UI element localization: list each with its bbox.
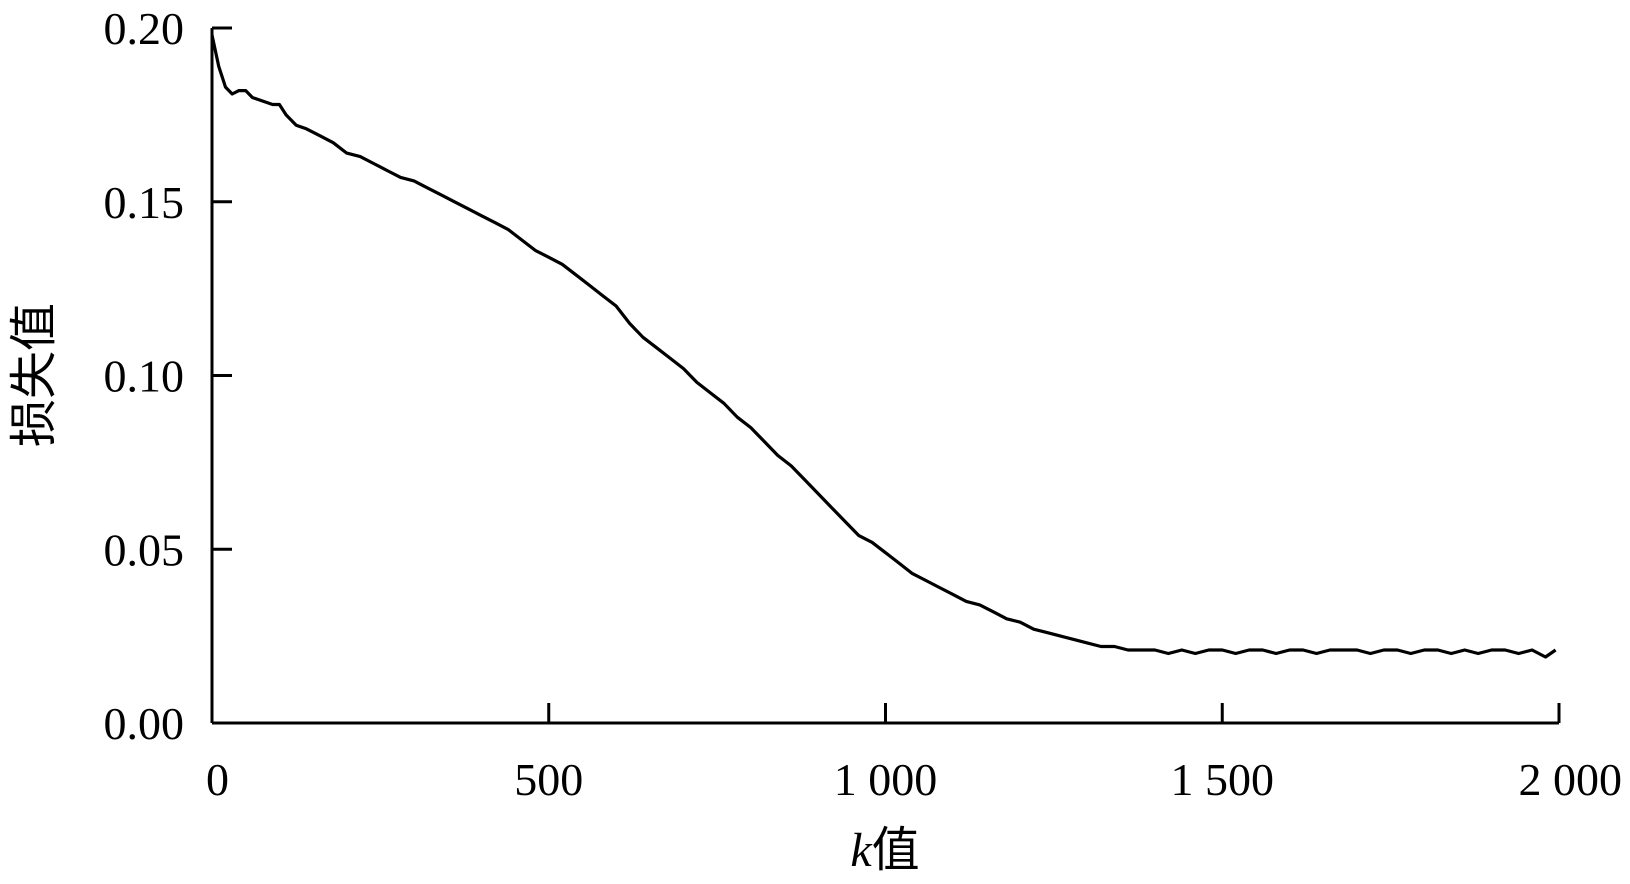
- y-ticks: 0.00 0.05 0.10 0.15 0.20: [104, 3, 232, 749]
- y-axis-label: 损失值: [6, 303, 62, 447]
- x-tick-label: 500: [514, 754, 583, 805]
- x-tick-label: 1 000: [834, 754, 938, 805]
- series-group: [210, 34, 1557, 659]
- x-axis-label-italic: k: [850, 824, 873, 877]
- y-tick-label: 0.20: [104, 3, 185, 54]
- series-line-0: [210, 34, 1557, 659]
- y-tick-label: 0.00: [104, 698, 185, 749]
- x-axis-label-rest: 值: [872, 822, 920, 878]
- x-ticks: 0 500 1 000 1 500 2 000: [206, 703, 1622, 805]
- x-tick-label: 2 000: [1519, 754, 1623, 805]
- x-tick-label: 1 500: [1171, 754, 1275, 805]
- y-tick-label: 0.15: [104, 177, 185, 228]
- x-tick-label: 0: [206, 754, 229, 805]
- plot-area: [210, 28, 1561, 725]
- x-axis-label: k值: [850, 822, 919, 878]
- y-tick-label: 0.10: [104, 351, 185, 402]
- y-tick-label: 0.05: [104, 524, 185, 575]
